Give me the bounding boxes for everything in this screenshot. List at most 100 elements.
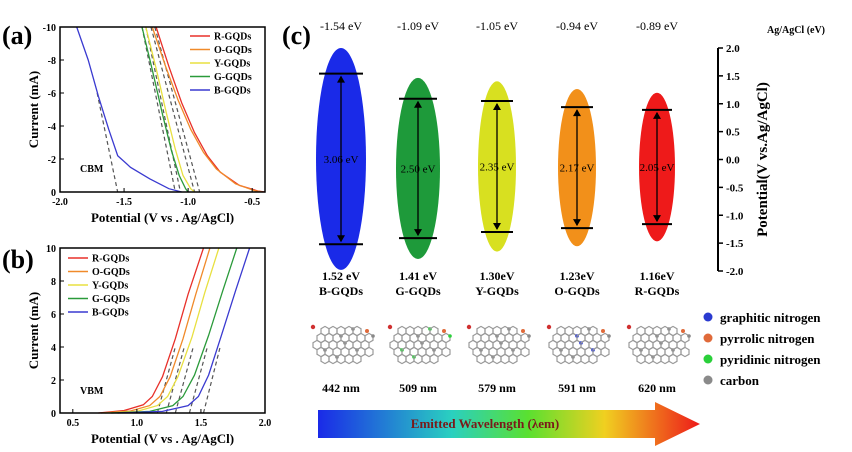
legend-label: Y-GQDs <box>214 59 250 70</box>
gap-label: 2.35 eV <box>480 161 515 173</box>
potential-tick-label: 1.0 <box>726 99 740 111</box>
molecule-structure <box>626 324 691 365</box>
y-tick-label: -6 <box>48 89 56 100</box>
series-line-B-GQDs <box>117 247 251 414</box>
wavelength-arrow <box>318 402 700 446</box>
carbon-ring <box>660 353 670 365</box>
carbon-ring <box>320 353 330 365</box>
vbm-label: 1.16eV <box>640 269 675 283</box>
carbon-ring <box>476 353 486 365</box>
oxygen-atom <box>546 324 552 330</box>
y-tick-label: 0 <box>51 188 56 199</box>
cbm-label: -0.94 eV <box>556 19 598 33</box>
series-line-O-GQDs <box>100 247 211 414</box>
legend-label: G-GQDs <box>92 294 130 305</box>
atom-legend-label: pyrrolic nitrogen <box>720 331 815 346</box>
series-line-G-GQDs <box>111 247 238 414</box>
wavelength-label: 620 nm <box>638 381 676 395</box>
carbon-ring <box>492 353 502 365</box>
vbm-label: 1.41 eV <box>399 269 437 283</box>
sample-name: Y-GQDs <box>475 284 519 298</box>
y-tick-label: 2 <box>51 376 56 387</box>
sample-name: R-GQDs <box>635 284 680 298</box>
atom-legend-label: graphitic nitrogen <box>720 310 821 325</box>
x-tick-label: 2.0 <box>259 418 272 429</box>
atom <box>607 334 611 338</box>
carbon-ring <box>352 353 362 365</box>
series-line-R-GQDs <box>98 247 205 414</box>
legend-label: B-GQDs <box>92 308 129 319</box>
vbm-label: 1.23eV <box>560 269 595 283</box>
atom-legend-dot-pyrrolic-nitrogen <box>703 333 713 343</box>
potential-tick-label: 1.5 <box>726 71 740 83</box>
atom <box>442 329 446 333</box>
legend-label: B-GQDs <box>214 86 251 97</box>
y-tick-label: -8 <box>48 56 56 67</box>
tangent-line-O-GQDs <box>165 346 185 414</box>
potential-tick-label: -0.5 <box>726 182 744 194</box>
oxygen-atom <box>310 324 316 330</box>
wavelength-label: 591 nm <box>558 381 596 395</box>
legend-label: Y-GQDs <box>92 281 128 292</box>
x-tick-label: -0.5 <box>244 197 260 208</box>
tangent-line-B-GQDs <box>96 92 119 193</box>
tangent-line-Y-GQDs <box>145 26 182 193</box>
y-tick-label: 0 <box>51 409 56 420</box>
band-diagram-B-GQDs: 3.06 eV -1.54 eV 1.52 eVB-GQDs 442 nm <box>310 19 375 395</box>
oxygen-atom <box>387 324 393 330</box>
x-axis-label: Potential (V vs . Ag/AgCl) <box>91 210 234 225</box>
sample-name: B-GQDs <box>319 284 363 298</box>
carbon-ring <box>413 353 423 365</box>
oxygen-atom <box>626 324 632 330</box>
molecule-structure <box>387 324 452 365</box>
potential-axis-label: Potential(V vs.Ag/AgCl) <box>755 82 771 237</box>
x-tick-label: 1.0 <box>131 418 144 429</box>
carbon-ring <box>500 353 510 365</box>
legend-label: O-GQDs <box>92 267 130 278</box>
carbon-ring <box>421 353 431 365</box>
carbon-ring <box>520 346 530 358</box>
gap-label: 2.05 eV <box>640 162 675 174</box>
x-tick-label: -2.0 <box>52 197 68 208</box>
gap-label: 2.50 eV <box>401 163 436 175</box>
panel-label: (c) <box>282 21 311 50</box>
wavelength-label: 509 nm <box>399 381 437 395</box>
potential-tick-label: 0.5 <box>726 127 740 139</box>
potential-tick-label: 2.0 <box>726 43 740 55</box>
legend-label: R-GQDs <box>214 32 251 43</box>
gap-label: 2.17 eV <box>560 163 595 175</box>
y-axis-label: Current (mA) <box>26 71 41 148</box>
potential-tick-label: -1.0 <box>726 210 744 222</box>
series-line-O-GQDs <box>151 26 263 193</box>
series-line-G-GQDs <box>141 26 189 193</box>
oxygen-atom <box>466 324 472 330</box>
annotation-label: VBM <box>80 386 104 397</box>
wavelength-label: 442 nm <box>322 381 360 395</box>
gap-label: 3.06 eV <box>324 154 359 166</box>
tangent-line-G-GQDs <box>141 26 176 193</box>
carbon-ring <box>441 346 451 358</box>
molecule-structure <box>310 324 375 365</box>
x-tick-label: -1.5 <box>116 197 132 208</box>
tangent-line-G-GQDs <box>188 346 208 414</box>
carbon-ring <box>344 353 354 365</box>
potential-tick-label: -2.0 <box>726 266 744 278</box>
tangent-line-Y-GQDs <box>174 346 194 414</box>
y-tick-label: -4 <box>48 122 56 133</box>
x-tick-label: -1.0 <box>180 197 196 208</box>
atom-legend-dot-graphitic-nitrogen <box>703 312 713 322</box>
potential-axis-title: Ag/AgCl (eV) <box>767 25 825 36</box>
vbm-label: 1.52 eV <box>322 269 360 283</box>
series-line-Y-GQDs <box>104 247 220 414</box>
tangent-line-R-GQDs <box>156 346 176 414</box>
cbm-label: -1.54 eV <box>320 19 362 33</box>
carbon-ring <box>588 353 598 365</box>
plot-frame <box>59 26 266 193</box>
y-axis-label: Current (mA) <box>26 292 41 369</box>
band-diagram-G-GQDs: 2.50 eV -1.09 eV 1.41 eVG-GQDs 509 nm <box>387 19 452 395</box>
atom <box>521 329 525 333</box>
carbon-ring <box>652 353 662 365</box>
carbon-ring <box>636 353 646 365</box>
